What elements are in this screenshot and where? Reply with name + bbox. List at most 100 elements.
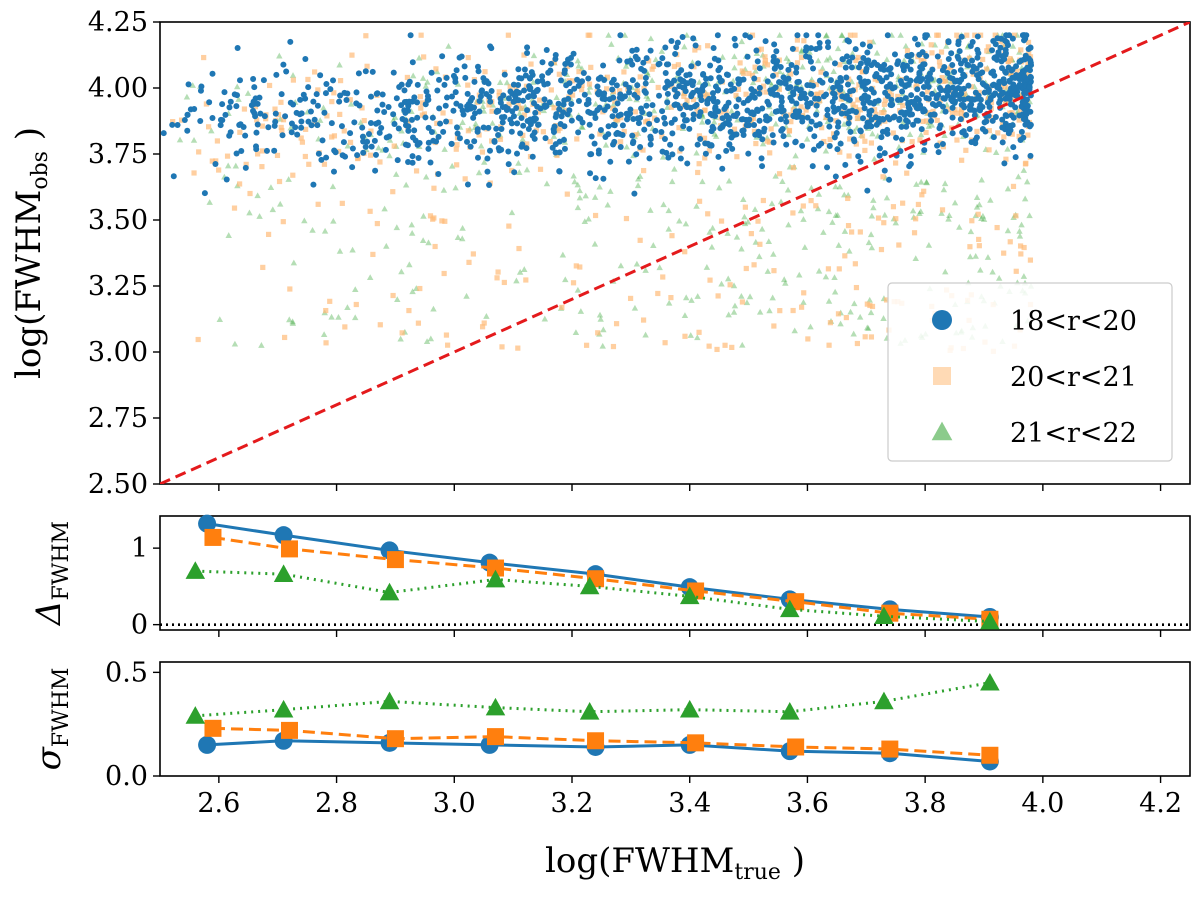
scatter-point	[917, 178, 925, 185]
scatter-point	[513, 88, 520, 95]
scatter-point	[535, 109, 542, 115]
xtick-label: 3.4	[668, 788, 711, 819]
scatter-point	[974, 128, 980, 135]
scatter-point	[837, 84, 844, 91]
scatter-point	[763, 89, 769, 95]
scatter-point	[547, 138, 553, 145]
scatter-point	[710, 45, 717, 52]
scatter-point	[524, 141, 530, 147]
scatter-point	[265, 231, 272, 238]
scatter-point	[815, 91, 821, 97]
scatter-point	[616, 57, 623, 64]
scatter-point	[731, 126, 738, 132]
scatter-point	[169, 121, 176, 128]
scatter-point	[413, 168, 420, 174]
scatter-point	[398, 81, 405, 88]
scatter-point	[921, 147, 928, 154]
scatter-point	[570, 280, 577, 286]
scatter-point	[424, 97, 431, 104]
scatter-point	[370, 251, 376, 258]
main-ylabel: log(FWHMobs )	[9, 127, 53, 379]
sigma-marker	[280, 721, 298, 739]
scatter-point	[681, 117, 688, 124]
scatter-point	[945, 66, 951, 72]
scatter-point	[265, 124, 272, 131]
scatter-point	[376, 129, 383, 136]
scatter-point	[254, 192, 261, 199]
scatter-point	[415, 54, 423, 61]
scatter-point	[879, 128, 886, 135]
scatter-point	[865, 325, 872, 331]
scatter-point	[591, 240, 599, 247]
scatter-point	[316, 117, 324, 123]
scatter-point	[592, 100, 599, 107]
scatter-point	[429, 114, 436, 121]
scatter-point	[715, 184, 723, 191]
scatter-point	[366, 274, 374, 281]
scatter-point	[496, 79, 504, 85]
scatter-point	[1004, 227, 1012, 234]
scatter-point	[183, 93, 191, 100]
delta-marker	[274, 526, 293, 545]
scatter-point	[336, 61, 343, 68]
scatter-point	[271, 122, 278, 129]
scatter-point	[688, 297, 695, 303]
scatter-point	[949, 104, 956, 111]
scatter-point	[914, 86, 921, 93]
scatter-point	[280, 117, 287, 123]
scatter-point	[772, 120, 780, 127]
scatter-point	[741, 70, 747, 76]
scatter-point	[1009, 131, 1015, 137]
scatter-point	[247, 190, 253, 197]
scatter-point	[299, 139, 306, 145]
scatter-point	[633, 260, 641, 267]
scatter-point	[272, 110, 279, 117]
scatter-point	[923, 178, 930, 185]
scatter-point	[876, 152, 883, 159]
scatter-point	[577, 308, 585, 314]
scatter-point	[941, 132, 948, 139]
scatter-point	[836, 183, 844, 190]
scatter-point	[198, 83, 205, 90]
scatter-point	[895, 93, 901, 99]
scatter-point	[417, 94, 423, 100]
scatter-point	[671, 165, 678, 172]
scatter-point	[248, 102, 255, 109]
scatter-point	[242, 132, 249, 139]
scatter-point	[463, 292, 470, 299]
scatter-point	[484, 155, 491, 162]
scatter-point	[510, 113, 517, 120]
scatter-point	[820, 229, 827, 235]
scatter-point	[826, 123, 833, 130]
scatter-point	[259, 123, 265, 129]
scatter-point	[797, 86, 804, 93]
scatter-point	[690, 35, 697, 42]
scatter-point	[251, 110, 258, 117]
scatter-point	[843, 314, 849, 321]
scatter-point	[702, 107, 708, 113]
scatter-point	[682, 294, 690, 301]
scatter-point	[816, 40, 823, 47]
scatter-point	[535, 121, 542, 128]
scatter-point	[907, 153, 914, 160]
scatter-point	[336, 98, 343, 105]
scatter-point	[479, 103, 487, 109]
scatter-point	[825, 297, 833, 304]
scatter-point	[382, 146, 389, 153]
scatter-point	[951, 199, 959, 206]
scatter-point	[339, 200, 345, 206]
scatter-point	[955, 55, 962, 62]
scatter-point	[1023, 178, 1031, 185]
scatter-point	[744, 218, 752, 225]
main-ytick-label: 3.00	[88, 337, 148, 368]
scatter-point	[933, 92, 940, 99]
scatter-point	[352, 286, 359, 292]
scatter-point	[980, 56, 986, 63]
scatter-point	[862, 138, 868, 144]
scatter-point	[564, 191, 570, 197]
scatter-point	[845, 195, 851, 202]
scatter-point	[1021, 73, 1028, 80]
scatter-point	[519, 136, 526, 142]
scatter-point	[739, 341, 746, 348]
scatter-point	[845, 124, 853, 131]
